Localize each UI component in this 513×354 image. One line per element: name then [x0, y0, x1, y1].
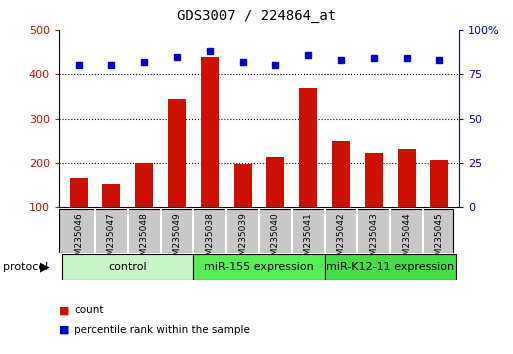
Bar	[299, 88, 317, 207]
Bar	[325, 254, 456, 280]
Text: GSM235048: GSM235048	[140, 212, 149, 267]
Text: ■: ■	[59, 306, 69, 315]
Bar	[201, 57, 219, 207]
Text: ▶: ▶	[40, 261, 49, 274]
Bar	[193, 254, 325, 280]
Text: GSM235044: GSM235044	[402, 212, 411, 267]
Text: GSM235040: GSM235040	[271, 212, 280, 267]
Text: control: control	[109, 262, 147, 272]
Text: percentile rank within the sample: percentile rank within the sample	[74, 325, 250, 335]
Text: miR-155 expression: miR-155 expression	[204, 262, 314, 272]
Text: GSM235041: GSM235041	[304, 212, 313, 267]
Text: ■: ■	[59, 325, 69, 335]
Bar	[398, 149, 416, 207]
Bar	[168, 99, 186, 207]
Bar	[103, 184, 121, 207]
Text: GSM235046: GSM235046	[74, 212, 83, 267]
Bar	[266, 157, 285, 207]
Text: count: count	[74, 306, 104, 315]
Text: protocol: protocol	[3, 262, 48, 272]
Bar	[62, 254, 193, 280]
Text: GDS3007 / 224864_at: GDS3007 / 224864_at	[177, 9, 336, 23]
Bar	[365, 153, 383, 207]
Text: GSM235039: GSM235039	[238, 212, 247, 267]
Bar	[70, 178, 88, 207]
Text: GSM235042: GSM235042	[337, 212, 346, 267]
Text: GSM235049: GSM235049	[172, 212, 182, 267]
Text: GSM235045: GSM235045	[435, 212, 444, 267]
Text: GSM235043: GSM235043	[369, 212, 379, 267]
Bar	[430, 160, 448, 207]
Bar	[332, 141, 350, 207]
Text: GSM235047: GSM235047	[107, 212, 116, 267]
Bar	[135, 163, 153, 207]
Text: GSM235038: GSM235038	[205, 212, 214, 267]
Bar	[233, 164, 252, 207]
Text: miR-K12-11 expression: miR-K12-11 expression	[326, 262, 455, 272]
